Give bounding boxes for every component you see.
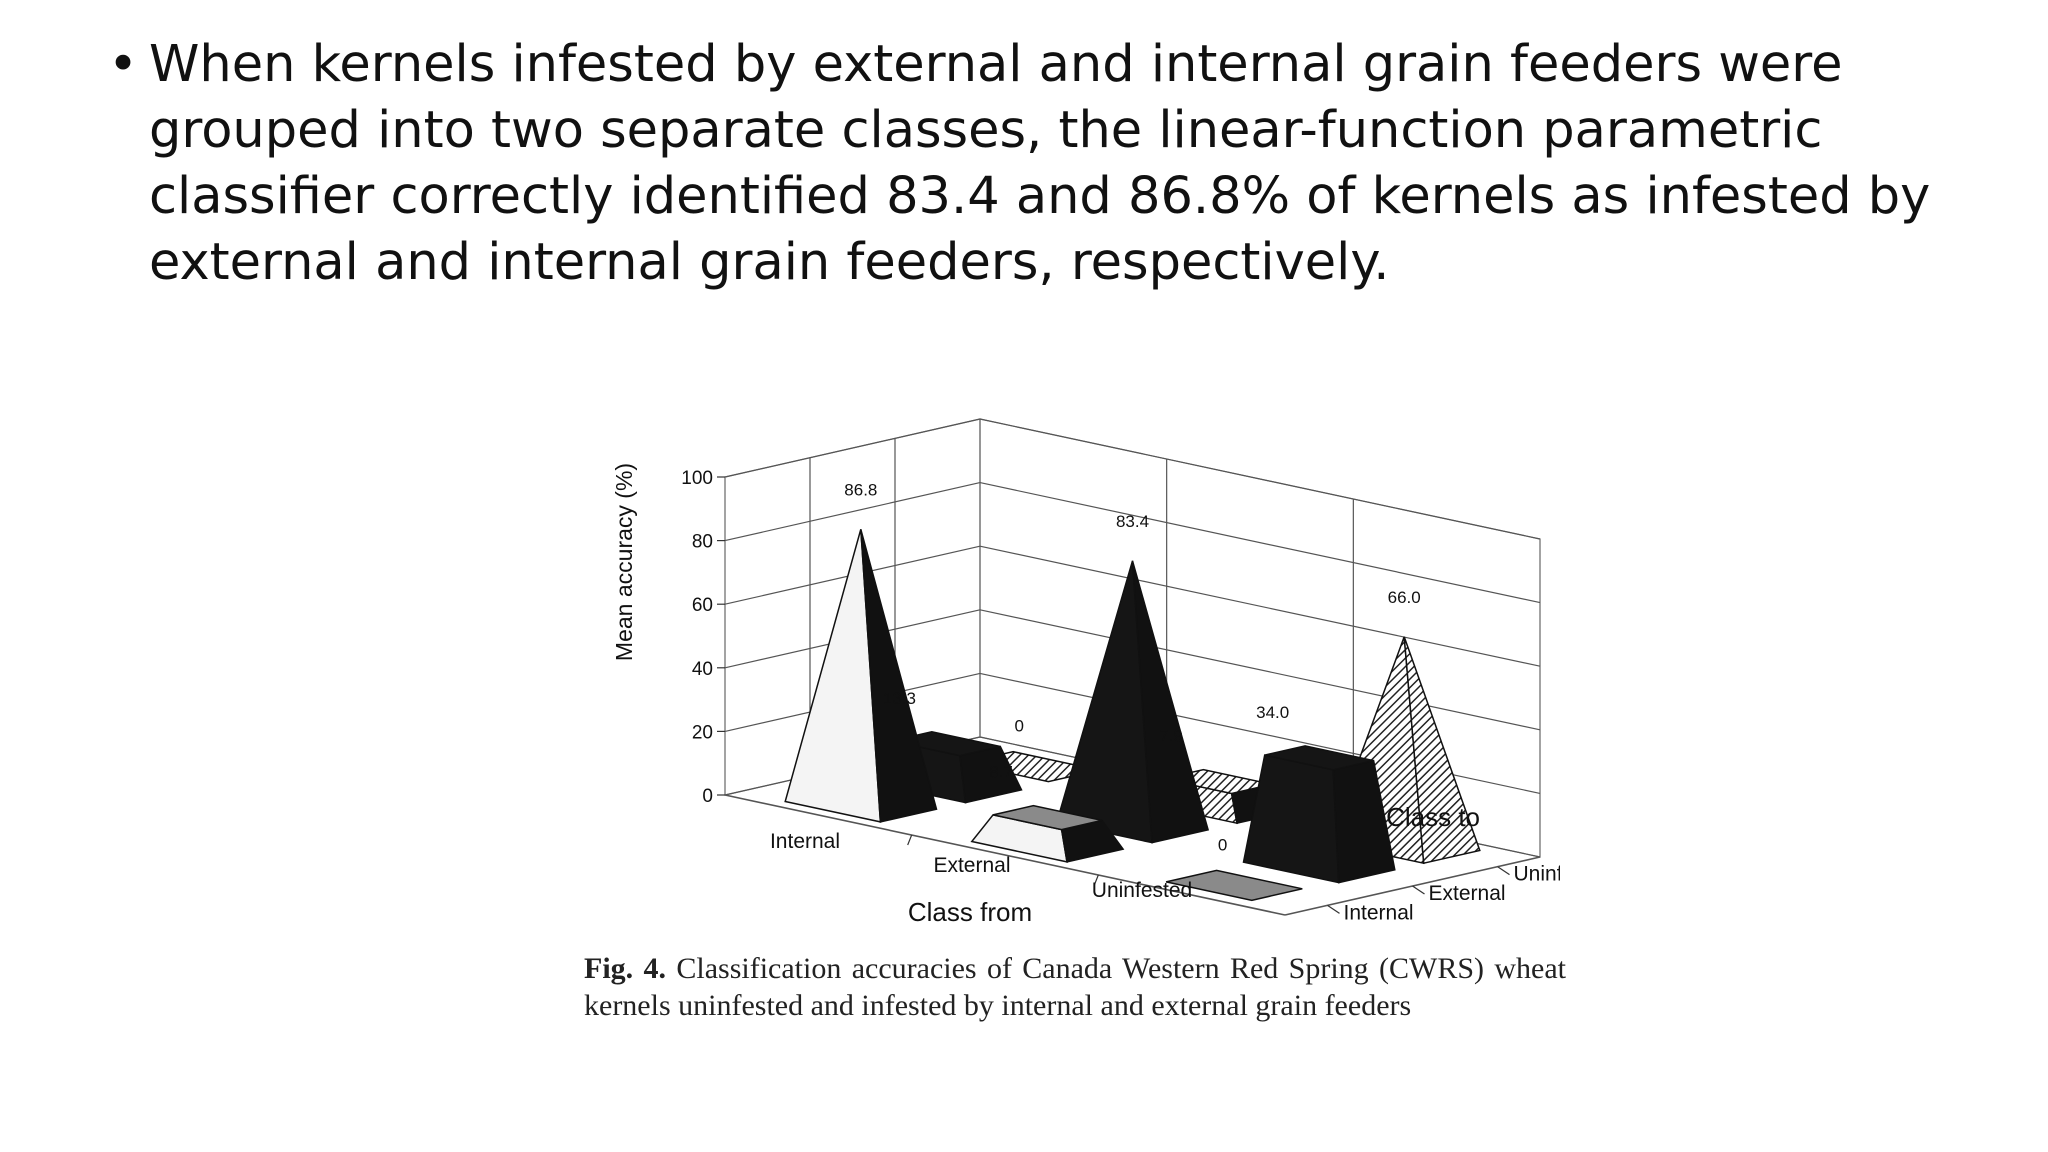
data-label: 66.0 (1388, 588, 1421, 607)
z-tick-mark (1497, 866, 1510, 876)
bullet-icon: • (108, 35, 139, 94)
z-tick-label: External (1429, 882, 1506, 905)
y-tick-label: 100 (681, 468, 713, 489)
gridline-back (979, 482, 1541, 604)
data-label: 0 (1015, 717, 1024, 736)
pyramid-bar-side (1131, 560, 1210, 844)
gridline-back (979, 545, 1541, 667)
gridline-left (724, 482, 981, 542)
chart-labels: 0 20 40 60 80 100 Internal External Uninfested In… (681, 468, 1560, 924)
x-tick-label: Uninfested (1092, 879, 1192, 902)
x-tick-mark (907, 834, 913, 846)
chart-grid (717, 418, 1541, 916)
chart-marks (784, 529, 1481, 902)
x-tick-mark (1093, 874, 1099, 886)
pyramid-bar-side (1403, 636, 1481, 865)
block-bar (1242, 754, 1340, 884)
gridline-back (979, 418, 1541, 540)
z-axis-label: Class to (1386, 802, 1480, 832)
pyramid-bar-side (860, 529, 938, 823)
chart-3d-pyramid: 0 20 40 60 80 100 Internal External Uninfested In… (611, 418, 1560, 927)
data-label: 0 (1218, 835, 1227, 854)
y-tick-label: 80 (692, 532, 713, 553)
data-label: 7.9 (1159, 727, 1183, 746)
data-label: 13.3 (883, 689, 916, 708)
x-tick-label: Internal (770, 830, 840, 853)
bullet-point: • When kernels infested by external and … (108, 32, 1938, 296)
data-label: 8.7 (989, 763, 1013, 782)
z-tick-label: Internal (1344, 901, 1414, 924)
y-tick-label: 20 (692, 722, 713, 743)
x-axis-label: Class from (908, 897, 1032, 927)
z-tick-mark (1327, 904, 1340, 914)
data-label: 86.8 (844, 480, 877, 499)
z-tick-mark (1412, 885, 1425, 895)
figure: 0 20 40 60 80 100 Internal External Uninfested In… (560, 340, 1560, 1080)
caption-label: Fig. 4. (584, 952, 667, 985)
y-tick-label: 60 (692, 595, 713, 616)
y-tick-label: 40 (692, 659, 713, 680)
gridline-back (979, 609, 1541, 731)
y-tick-label: 0 (702, 786, 713, 807)
floor-front-edge (724, 794, 1286, 916)
gridline-left (724, 418, 981, 478)
flat-bar (1165, 869, 1303, 902)
block-bar-top (992, 804, 1103, 831)
bullet-text: When kernels infested by external and in… (149, 35, 1931, 292)
block-bar-top (891, 731, 1001, 757)
figure-caption: Fig. 4. Classification accuracies of Can… (584, 950, 1566, 1024)
data-label: 83.4 (1116, 512, 1149, 531)
caption-text: Classification accuracies of Canada West… (584, 952, 1566, 1022)
block-bar-top (1264, 745, 1374, 771)
data-label: 34.0 (1256, 703, 1289, 722)
y-axis-label: Mean accuracy (%) (611, 463, 637, 661)
z-tick-label: Uninfested (1514, 863, 1561, 886)
x-tick-label: External (933, 854, 1010, 877)
